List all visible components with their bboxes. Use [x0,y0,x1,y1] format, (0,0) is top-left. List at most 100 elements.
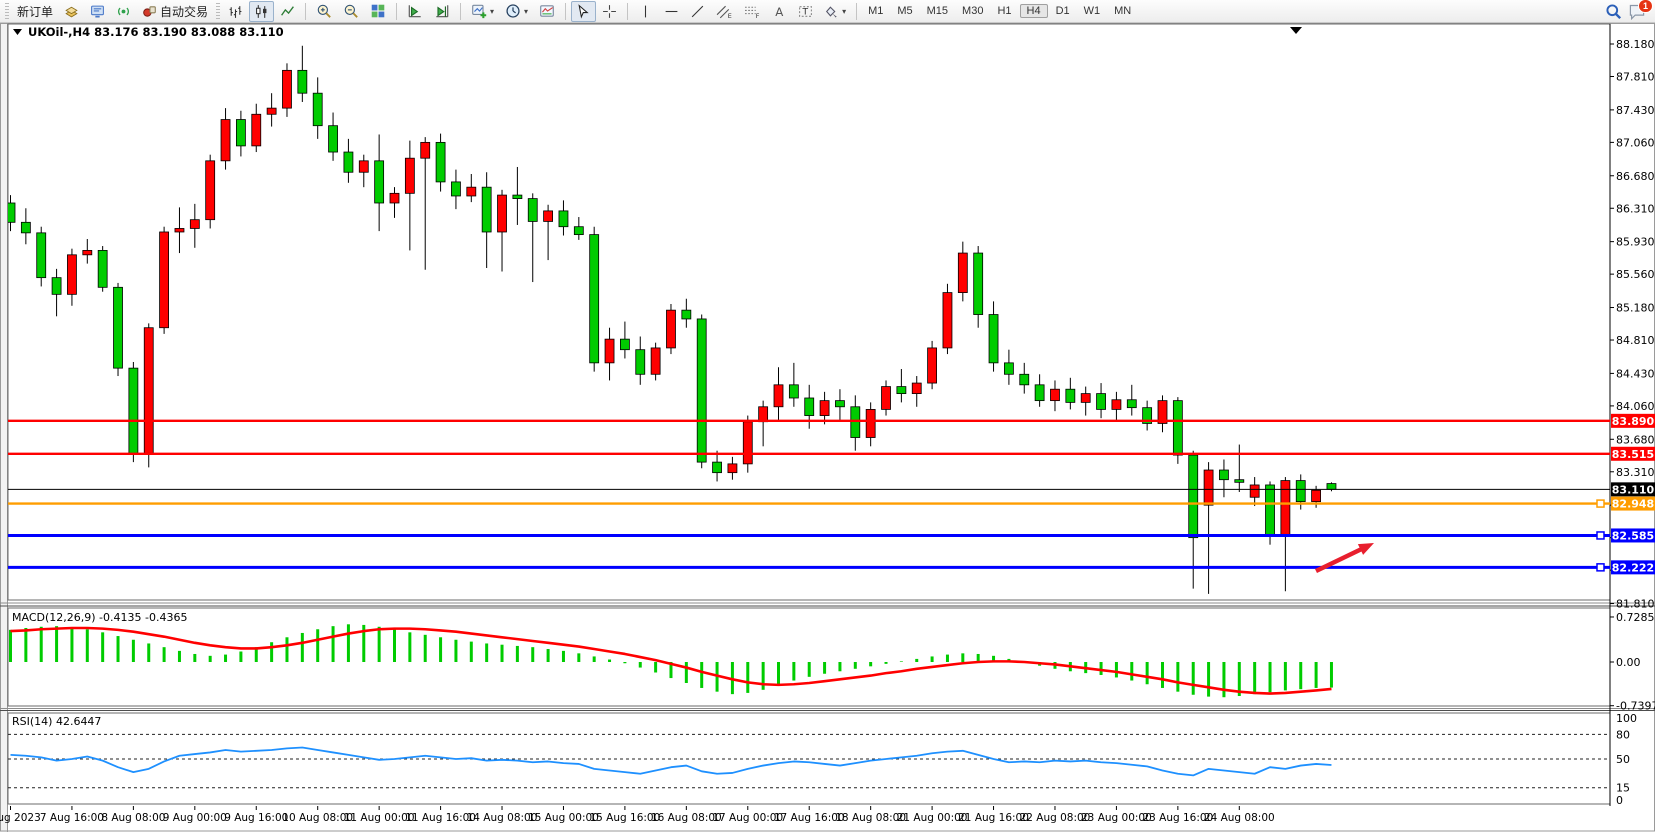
candle [1249,477,1260,507]
template-icon [540,5,554,17]
candle [835,389,845,420]
chart-title: UKOil-,H4 83.176 83.190 83.088 83.110 [28,25,284,39]
symbol-dropdown-icon[interactable] [13,29,22,35]
candle [1126,384,1137,416]
rsi-axis-tick: 80 [1616,728,1630,741]
candle [82,239,93,264]
timeframe-button-MN[interactable]: MN [1114,5,1132,17]
arrow-annotation-head [1357,543,1374,555]
price-badge-label: 83.110 [1612,483,1655,496]
order-book-icon [65,6,78,17]
timeframe-button-M1[interactable]: M1 [868,5,884,17]
fibonacci-tool-button[interactable]: F [739,1,766,22]
equidistant-channel-tool-button[interactable]: E [711,1,738,22]
horizontal-line-tool-button[interactable] [659,1,684,22]
add-indicator-icon [472,4,487,19]
candle [988,301,999,372]
order-book-button[interactable] [59,1,84,22]
chart-shift-marker[interactable] [1290,27,1302,34]
timeframe-button-M5[interactable]: M5 [897,5,913,17]
price-axis-tick: 86.310 [1616,202,1655,215]
price-axis-tick: 84.060 [1616,400,1655,413]
date-axis-label: 9 Aug 16:00 [224,812,288,824]
add-indicator-button[interactable]: ▾ [466,1,499,22]
candle [1219,459,1229,498]
chart-shift-button[interactable] [429,1,455,22]
candle [666,304,676,355]
candle [911,376,922,407]
timeframe-button-M15[interactable]: M15 [926,5,949,17]
date-axis-label: 15 Aug 00:00 [528,812,599,824]
search-icon[interactable] [1605,3,1622,20]
text-label-tool-button[interactable]: T [793,1,818,22]
price-badge-83.110 [1611,482,1655,497]
timeframe-button-M30[interactable]: M30 [962,5,984,17]
text-tool-button[interactable]: A [767,1,792,22]
line-handle[interactable] [1596,531,1605,540]
timeframe-button-D1[interactable]: D1 [1055,5,1070,17]
line-handle[interactable] [1596,563,1605,572]
line-chart-mode-button[interactable] [275,1,300,22]
text-label-icon: T [799,5,812,17]
candle [420,137,431,270]
macd-axis-tick: 0.7285 [1616,611,1655,624]
dropdown-arrow: ▾ [490,6,495,16]
zoom-in-button[interactable] [311,1,337,22]
candle [1203,462,1214,594]
crosshair-icon [603,4,616,18]
signal-button[interactable] [111,1,136,22]
price-axis-tick: 88.180 [1616,38,1655,51]
candle [374,134,385,232]
bar-chart-mode-button[interactable] [223,1,248,22]
svg-text:F: F [756,11,760,18]
shapes-tool-button[interactable]: ▾ [819,1,851,22]
chart-canvas[interactable]: 88.180 87.810 87.430 87.060 86.680 86.310 85.9… [0,23,1655,832]
crosshair-tool-button[interactable] [597,1,622,22]
date-axis-label: 15 Aug 16:00 [589,812,660,824]
vertical-line-tool-button[interactable] [633,1,658,22]
candle [1034,374,1045,407]
trendline-tool-button[interactable] [685,1,710,22]
candle [1234,444,1245,492]
terminal-button[interactable] [85,1,110,22]
candle [1157,395,1168,433]
candle [819,391,830,425]
candlestick-mode-button[interactable] [249,0,275,22]
clock-icon [506,4,520,18]
line-handle[interactable] [1596,499,1605,508]
date-axis-label: 22 Aug 08:00 [1020,812,1091,824]
dropdown-arrow: ▾ [842,6,847,16]
cursor-tool-button[interactable] [571,0,597,22]
candle [51,268,62,317]
price-axis-tick: 85.180 [1616,302,1655,315]
date-axis-label: 18 Aug 08:00 [835,812,906,824]
candle [36,226,47,287]
cursor-icon [578,3,589,19]
candle [927,340,937,390]
arrow-annotation[interactable] [1315,546,1365,574]
candle [128,361,139,463]
tile-windows-button[interactable] [365,1,391,22]
toolbar-grip [216,3,221,19]
shapes-icon [826,5,837,19]
zoom-out-button[interactable] [338,1,364,22]
candle [113,282,123,377]
candle [435,133,446,192]
timeframe-button-H1[interactable]: H1 [997,5,1012,17]
timeframe-button-H4[interactable]: H4 [1019,4,1048,18]
date-axis-label: 17 Aug 16:00 [774,812,845,824]
price-badge-82.585 [1611,528,1655,543]
periods-button[interactable]: ▾ [500,1,533,22]
date-axis-label: 17 Aug 00:00 [712,812,783,824]
template-button[interactable] [534,1,560,22]
toolbar-right-group: 1 [1605,0,1653,20]
notifications-button[interactable]: 1 [1628,0,1653,20]
price-badge-83.515 [1611,446,1655,461]
timeframe-button-W1[interactable]: W1 [1083,5,1101,17]
auto-scroll-button[interactable] [402,1,428,22]
new-order-button[interactable]: 新订单 [12,1,58,22]
candle [189,203,200,248]
autotrade-button[interactable]: 自动交易 [137,1,213,22]
toolbar-separator [627,2,629,20]
date-axis-label: 10 Aug 08:00 [282,812,353,824]
